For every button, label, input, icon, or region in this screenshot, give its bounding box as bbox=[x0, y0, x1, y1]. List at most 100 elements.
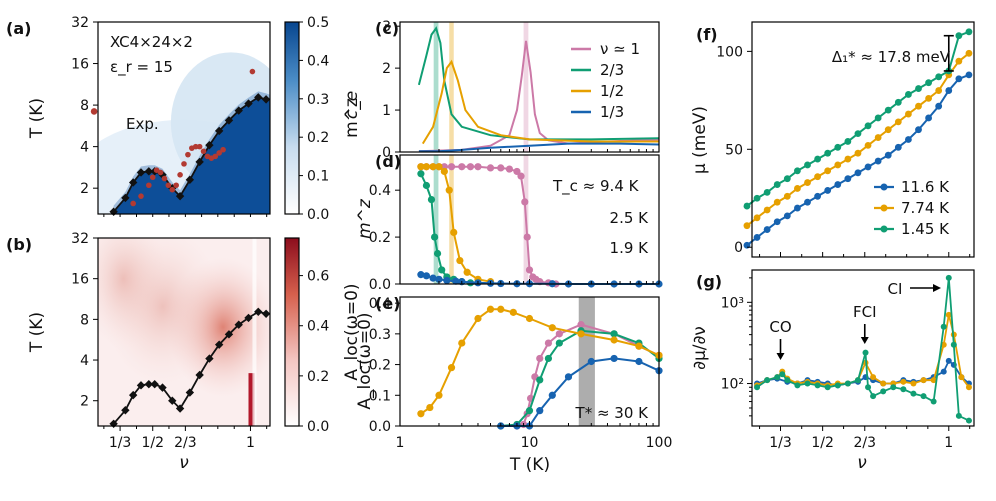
ci-arrow-head bbox=[933, 284, 941, 292]
exp-point bbox=[161, 175, 168, 182]
series-point bbox=[900, 386, 907, 393]
y-tick-label: 0 bbox=[734, 240, 743, 256]
tc-marker bbox=[128, 178, 138, 187]
legend-label: ν ≃ 1 bbox=[600, 40, 640, 58]
colorbar-tick-label: 0.1 bbox=[307, 169, 329, 185]
tc-marker bbox=[195, 370, 204, 380]
series-point bbox=[474, 314, 482, 323]
series-point bbox=[915, 85, 922, 92]
y-tick-label: 1 bbox=[382, 103, 391, 119]
series-point bbox=[443, 276, 451, 285]
series-point bbox=[894, 98, 902, 106]
exp-point bbox=[185, 151, 191, 158]
legend-marker bbox=[880, 204, 888, 212]
series-point bbox=[426, 403, 434, 412]
annotation-epsilon: ε_r = 15 bbox=[110, 58, 173, 77]
series-point bbox=[884, 151, 892, 159]
series-point bbox=[824, 187, 832, 194]
x-tick-label: 1 bbox=[246, 435, 255, 451]
series-point bbox=[548, 391, 556, 399]
series-point bbox=[890, 384, 897, 391]
series-point bbox=[854, 377, 861, 384]
y-tick-label: 8 bbox=[80, 98, 89, 114]
series-point bbox=[814, 173, 821, 181]
y-tick-label: 32 bbox=[71, 15, 89, 31]
series-point bbox=[773, 181, 781, 188]
tc-marker bbox=[234, 106, 243, 115]
series-point bbox=[854, 130, 862, 138]
series-point bbox=[965, 28, 973, 36]
series-point bbox=[864, 122, 872, 130]
y-tick-label: 10² bbox=[721, 377, 744, 393]
series-point bbox=[753, 234, 761, 241]
colorbar-tick-label: 0.3 bbox=[307, 92, 329, 108]
tc-marker bbox=[121, 193, 130, 203]
annotation-gap: Δ₁* ≈ 17.8 meV bbox=[832, 48, 951, 66]
x-tick-label: 1 bbox=[396, 435, 405, 451]
y-axis-label: T (K) bbox=[27, 312, 47, 353]
series-point bbox=[555, 330, 563, 338]
series-point bbox=[965, 417, 972, 424]
annotation-ci: CI bbox=[888, 280, 903, 298]
series-point bbox=[945, 311, 952, 318]
series-point bbox=[925, 114, 932, 122]
y-axis-label: A_loc(ω=0) bbox=[355, 312, 375, 409]
annotation-fci: FCI bbox=[853, 303, 877, 321]
co-arrow-head bbox=[776, 353, 785, 360]
series-point bbox=[794, 185, 801, 192]
series-point bbox=[935, 73, 943, 81]
series-point bbox=[910, 380, 917, 387]
series-point bbox=[794, 204, 801, 212]
series-point bbox=[950, 341, 957, 348]
legend-label: 11.6 K bbox=[901, 178, 950, 196]
y-axis-label: ∂μ/∂ν bbox=[690, 326, 710, 370]
series-point bbox=[874, 114, 882, 122]
series-point bbox=[754, 384, 761, 391]
series-point bbox=[955, 57, 963, 65]
series-point bbox=[743, 202, 751, 210]
colorbar-tick-label: 0.2 bbox=[307, 369, 329, 385]
x-tick-label: 1 bbox=[944, 435, 953, 451]
y-tick-label: 0.3 bbox=[369, 327, 391, 343]
tc-marker bbox=[254, 93, 263, 102]
tc-marker bbox=[224, 330, 234, 339]
y-axis-label: c_e bbox=[342, 91, 362, 119]
heatmap-frame bbox=[97, 237, 271, 427]
panel-label: (e) bbox=[375, 294, 400, 313]
series-point bbox=[844, 380, 851, 387]
series-point bbox=[783, 192, 791, 200]
series-point bbox=[854, 149, 862, 157]
y-tick-label: 0.1 bbox=[369, 388, 391, 404]
series-point bbox=[525, 407, 534, 415]
series-point bbox=[958, 374, 965, 381]
series-point bbox=[945, 87, 953, 94]
series-point bbox=[955, 412, 962, 419]
series-point bbox=[894, 118, 902, 126]
series-point bbox=[870, 393, 877, 400]
y-tick-label: 2 bbox=[382, 61, 391, 77]
tc-marker bbox=[244, 99, 253, 108]
series-point bbox=[905, 91, 912, 98]
tc-marker bbox=[214, 126, 224, 136]
tc-marker bbox=[254, 307, 263, 316]
series-point bbox=[865, 384, 872, 391]
panel-label: (b) bbox=[6, 235, 32, 254]
series-point bbox=[814, 382, 821, 389]
exp-point bbox=[249, 68, 256, 75]
series-point bbox=[773, 198, 781, 206]
y-tick-label: 0 bbox=[382, 145, 391, 161]
series-point bbox=[548, 324, 556, 332]
heatmap-field bbox=[98, 22, 270, 214]
series-point bbox=[417, 170, 425, 178]
series-point bbox=[940, 368, 947, 375]
colorbar-tick-label: 0.0 bbox=[307, 419, 329, 435]
colorbar-label: A_loc(ω=0) bbox=[342, 283, 362, 380]
series-point bbox=[743, 222, 751, 230]
series-point bbox=[517, 172, 525, 180]
y-axis-label: T (K) bbox=[27, 98, 47, 139]
colorbar-tick-label: 0.4 bbox=[307, 319, 329, 335]
x-tick-label: 1/3 bbox=[109, 435, 132, 451]
series-point bbox=[814, 192, 821, 200]
y-tick-label: 16 bbox=[71, 272, 89, 288]
colorbar-tick-label: 0.5 bbox=[307, 15, 329, 31]
